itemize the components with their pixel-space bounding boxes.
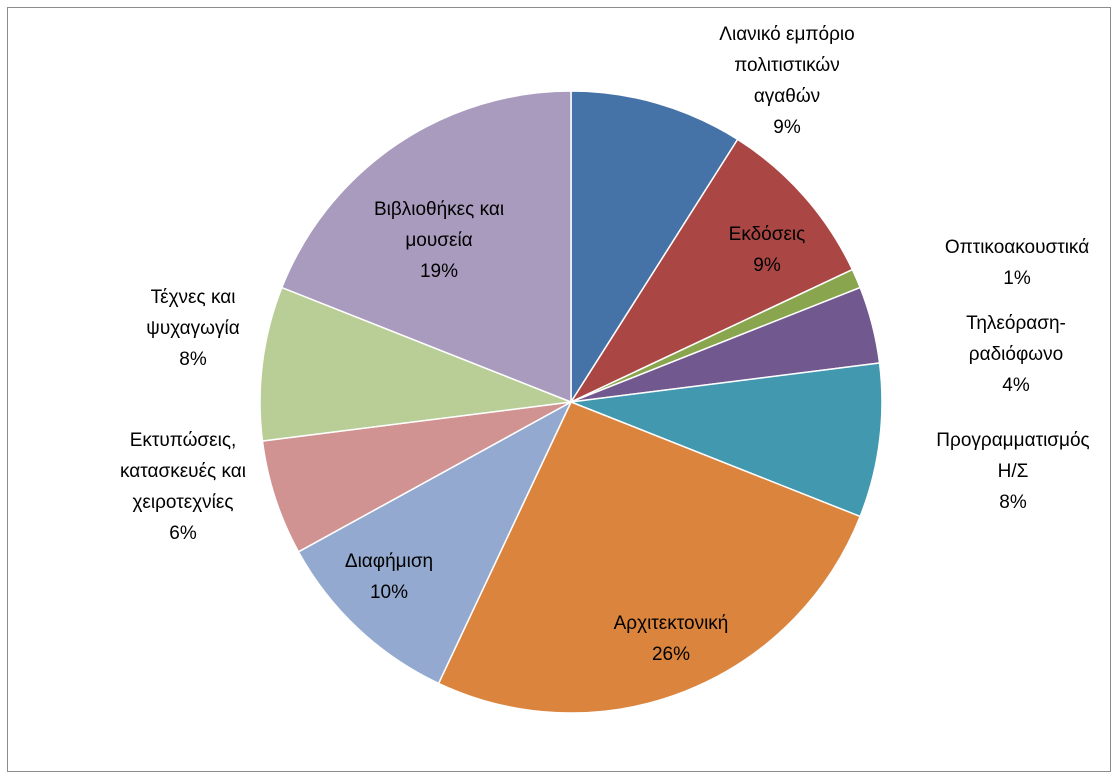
slice-name-3: Οπτικοακουστικά: [945, 237, 1089, 258]
slice-pct-5: 8%: [999, 492, 1027, 513]
slice-pct-9: 8%: [179, 349, 207, 370]
slice-label-3: Οπτικοακουστικά 1%: [945, 237, 1089, 289]
slice-name-8: χειροτεχνίες: [132, 492, 233, 513]
slice-label-10: Βιβλιοθήκες και μουσεία 19%: [374, 199, 504, 282]
slice-pct-6: 26%: [652, 644, 690, 665]
pie-slice-7: [297, 400, 573, 685]
slice-name-1: αγαθών: [754, 86, 820, 107]
slice-label-6: Αρχιτεκτονική 26%: [614, 613, 729, 665]
pie-slice-6: [437, 401, 862, 714]
slice-name-2: Εκδόσεις: [729, 224, 806, 245]
pie-slice-9: [259, 286, 572, 442]
pie-slice-5: [570, 362, 883, 518]
slice-name-10: μουσεία: [405, 230, 472, 251]
pie-slice-1: [570, 90, 739, 405]
slice-name-5: Η/Σ: [998, 461, 1029, 482]
slice-pct-8: 6%: [169, 523, 197, 544]
slice-name-8: Εκτυπώσεις,: [130, 430, 237, 451]
slice-label-1: Λιανικό εμπόριο πολιτιστικών αγαθών 9%: [719, 24, 854, 138]
slice-name-1: πολιτιστικών: [734, 55, 840, 76]
slice-pct-4: 4%: [1002, 375, 1030, 396]
slice-pct-10: 19%: [420, 261, 458, 282]
slice-name-5: Προγραμματισμός: [936, 430, 1089, 451]
slice-pct-1: 9%: [773, 117, 801, 138]
slice-label-2: Εκδόσεις 9%: [729, 224, 806, 276]
slice-name-4: Τηλεόραση-: [966, 313, 1066, 334]
slice-label-5: Προγραμματισμός Η/Σ 8%: [936, 430, 1089, 513]
slice-label-8: Εκτυπώσεις, κατασκευές και χειροτεχνίες 6%: [120, 430, 246, 544]
slice-pct-2: 9%: [753, 255, 781, 276]
slice-name-4: ραδιόφωνο: [969, 344, 1063, 365]
slice-name-9: ψυχαγωγία: [146, 318, 239, 339]
slice-pct-7: 10%: [370, 582, 408, 603]
slice-label-9: Τέχνες και ψυχαγωγία 8%: [146, 287, 239, 370]
slice-label-4: Τηλεόραση-ραδιόφωνο 4%: [966, 313, 1066, 396]
pie-slice-10: [280, 90, 572, 404]
slice-name-7: Διαφήμιση: [345, 551, 433, 572]
slice-name-1: Λιανικό εμπόριο: [719, 24, 854, 45]
slice-label-7: Διαφήμιση 10%: [345, 551, 433, 603]
slice-pct-3: 1%: [1003, 268, 1031, 289]
slice-name-10: Βιβλιοθήκες και: [374, 199, 504, 220]
slice-name-9: Τέχνες και: [151, 287, 236, 308]
pie-slice-2: [568, 138, 854, 404]
slice-name-8: κατασκευές και: [120, 461, 246, 482]
slice-name-6: Αρχιτεκτονική: [614, 613, 729, 634]
